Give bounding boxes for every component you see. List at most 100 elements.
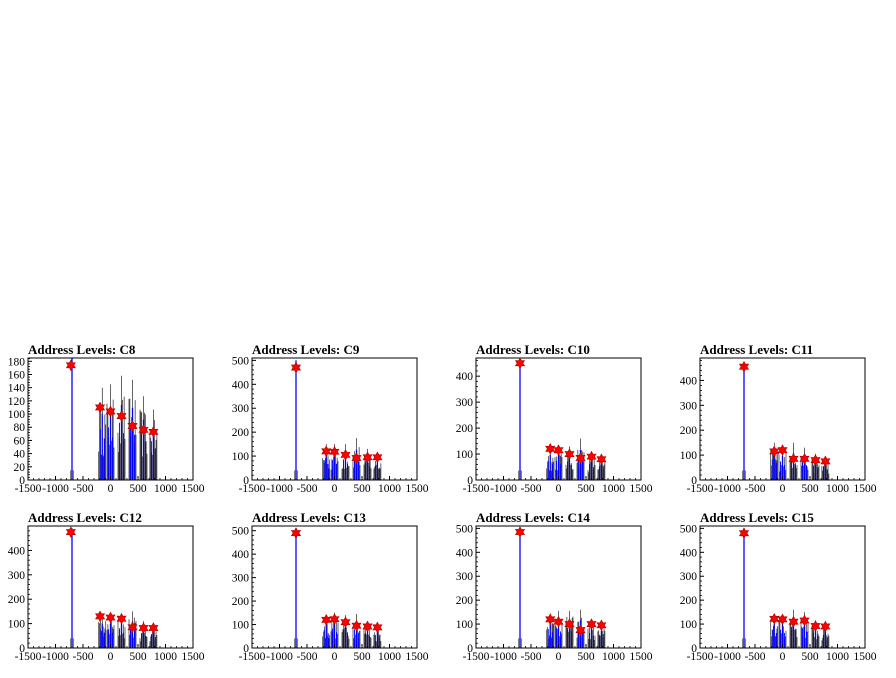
peak-markers [65, 526, 159, 634]
y-tick-label: 300 [456, 571, 474, 583]
x-tick-label: 500 [801, 651, 819, 663]
peak-marker [514, 526, 526, 538]
histogram-plot: -1500 -1000 -500 0 500 1000 1500 0 100 200 300 400 [8, 525, 205, 663]
peak-marker [290, 527, 302, 539]
x-tick-label: 1500 [854, 483, 877, 495]
peak-marker [586, 618, 597, 630]
peak-markers [290, 361, 383, 464]
histogram-peak [778, 446, 787, 480]
y-tick-label: 500 [680, 523, 698, 535]
x-tick-label: -500 [72, 483, 93, 495]
histogram-peak [294, 528, 298, 648]
histogram-peak [821, 624, 830, 648]
x-tick-label: -500 [520, 483, 541, 495]
histogram-peak [565, 446, 574, 480]
y-axis: 0 100 200 300 400 [8, 530, 32, 655]
histogram-peak [546, 444, 555, 480]
y-tick-label: 80 [14, 422, 26, 434]
peak-marker [329, 613, 340, 625]
y-axis: 0 100 200 300 400 [680, 360, 704, 487]
x-tick-label: 0 [108, 483, 114, 495]
peak-marker [553, 615, 564, 628]
histogram-peak [106, 384, 115, 480]
y-tick-label: 0 [19, 643, 25, 655]
peak-marker [148, 622, 159, 634]
x-axis: -1500 -1000 -500 0 500 1000 1500 [687, 644, 877, 663]
histogram-peak [778, 614, 787, 648]
x-tick-label: -500 [520, 651, 541, 663]
histogram-bars [70, 528, 158, 648]
histogram-peak [518, 528, 522, 648]
x-tick-label: 1500 [630, 483, 653, 495]
histogram-peak [294, 360, 298, 480]
y-axis: 0 100 200 300 400 500 [680, 523, 704, 655]
histogram-peak [70, 358, 74, 480]
x-tick-label: -1500 [15, 483, 42, 495]
histogram-peak [770, 442, 779, 480]
x-tick-label: 500 [577, 651, 595, 663]
y-tick-label: 500 [232, 355, 250, 367]
peak-marker [553, 444, 564, 456]
peak-marker [65, 526, 76, 538]
y-tick-label: 100 [8, 409, 26, 421]
y-tick-label: 180 [8, 356, 26, 368]
y-tick-label: 300 [680, 571, 698, 583]
chart-title: Address Levels: C11 [700, 342, 814, 357]
y-tick-label: 100 [232, 620, 250, 632]
histogram-peak [597, 624, 606, 648]
y-tick-label: 200 [680, 595, 698, 607]
x-tick-label: -1500 [463, 651, 490, 663]
y-tick-label: 400 [456, 371, 474, 383]
peak-marker [127, 420, 138, 432]
x-tick-label: -500 [296, 651, 317, 663]
y-tick-label: 100 [456, 619, 474, 631]
peak-marker [788, 615, 799, 628]
x-tick-label: 0 [780, 651, 786, 663]
x-tick-label: -500 [72, 651, 93, 663]
y-tick-label: 0 [691, 475, 697, 487]
peak-marker [340, 616, 351, 629]
y-axis: 0 100 200 300 400 500 [232, 525, 256, 655]
histogram-peak [149, 409, 158, 480]
y-tick-label: 60 [14, 435, 26, 447]
histogram-panel: Address Levels: C9 -1500 -1000 -500 0 500 1000… [224, 342, 448, 510]
y-axis: 0 100 200 300 400 500 [456, 523, 480, 655]
histogram-peak [789, 609, 798, 648]
y-tick-label: 0 [691, 643, 697, 655]
y-tick-label: 100 [680, 450, 698, 462]
peak-marker [340, 449, 351, 461]
x-tick-label: -1000 [266, 483, 293, 495]
x-tick-label: 1000 [602, 651, 625, 663]
histogram-peak [70, 528, 74, 648]
peak-marker [820, 455, 831, 468]
x-tick-label: -1500 [463, 483, 490, 495]
x-axis: -1500 -1000 -500 0 500 1000 1500 [239, 476, 429, 495]
histogram-peak [330, 444, 339, 480]
x-tick-label: -1000 [42, 483, 69, 495]
x-tick-label: 0 [108, 651, 114, 663]
x-tick-label: -1000 [714, 651, 741, 663]
histogram-peak [128, 379, 137, 480]
x-axis: -1500 -1000 -500 0 500 1000 1500 [463, 476, 653, 495]
x-tick-label: -1000 [490, 651, 517, 663]
peak-marker [321, 445, 332, 458]
peak-marker [116, 612, 127, 625]
chart-title: Address Levels: C13 [252, 510, 366, 525]
x-tick-label: 500 [353, 483, 371, 495]
histogram-bars [294, 360, 382, 480]
y-tick-label: 300 [456, 397, 474, 409]
y-tick-label: 160 [8, 369, 26, 381]
peak-marker [127, 621, 138, 634]
peak-markers [738, 527, 831, 633]
y-tick-label: 120 [8, 396, 26, 408]
x-tick-label: 500 [129, 651, 147, 663]
chart-title: Address Levels: C8 [28, 342, 136, 357]
peak-markers [738, 360, 831, 468]
y-tick-label: 300 [232, 573, 250, 585]
peak-marker [105, 611, 116, 624]
peak-marker [290, 361, 302, 374]
peak-marker [321, 614, 332, 626]
histogram-peak [587, 620, 596, 648]
peak-marker [65, 359, 76, 372]
